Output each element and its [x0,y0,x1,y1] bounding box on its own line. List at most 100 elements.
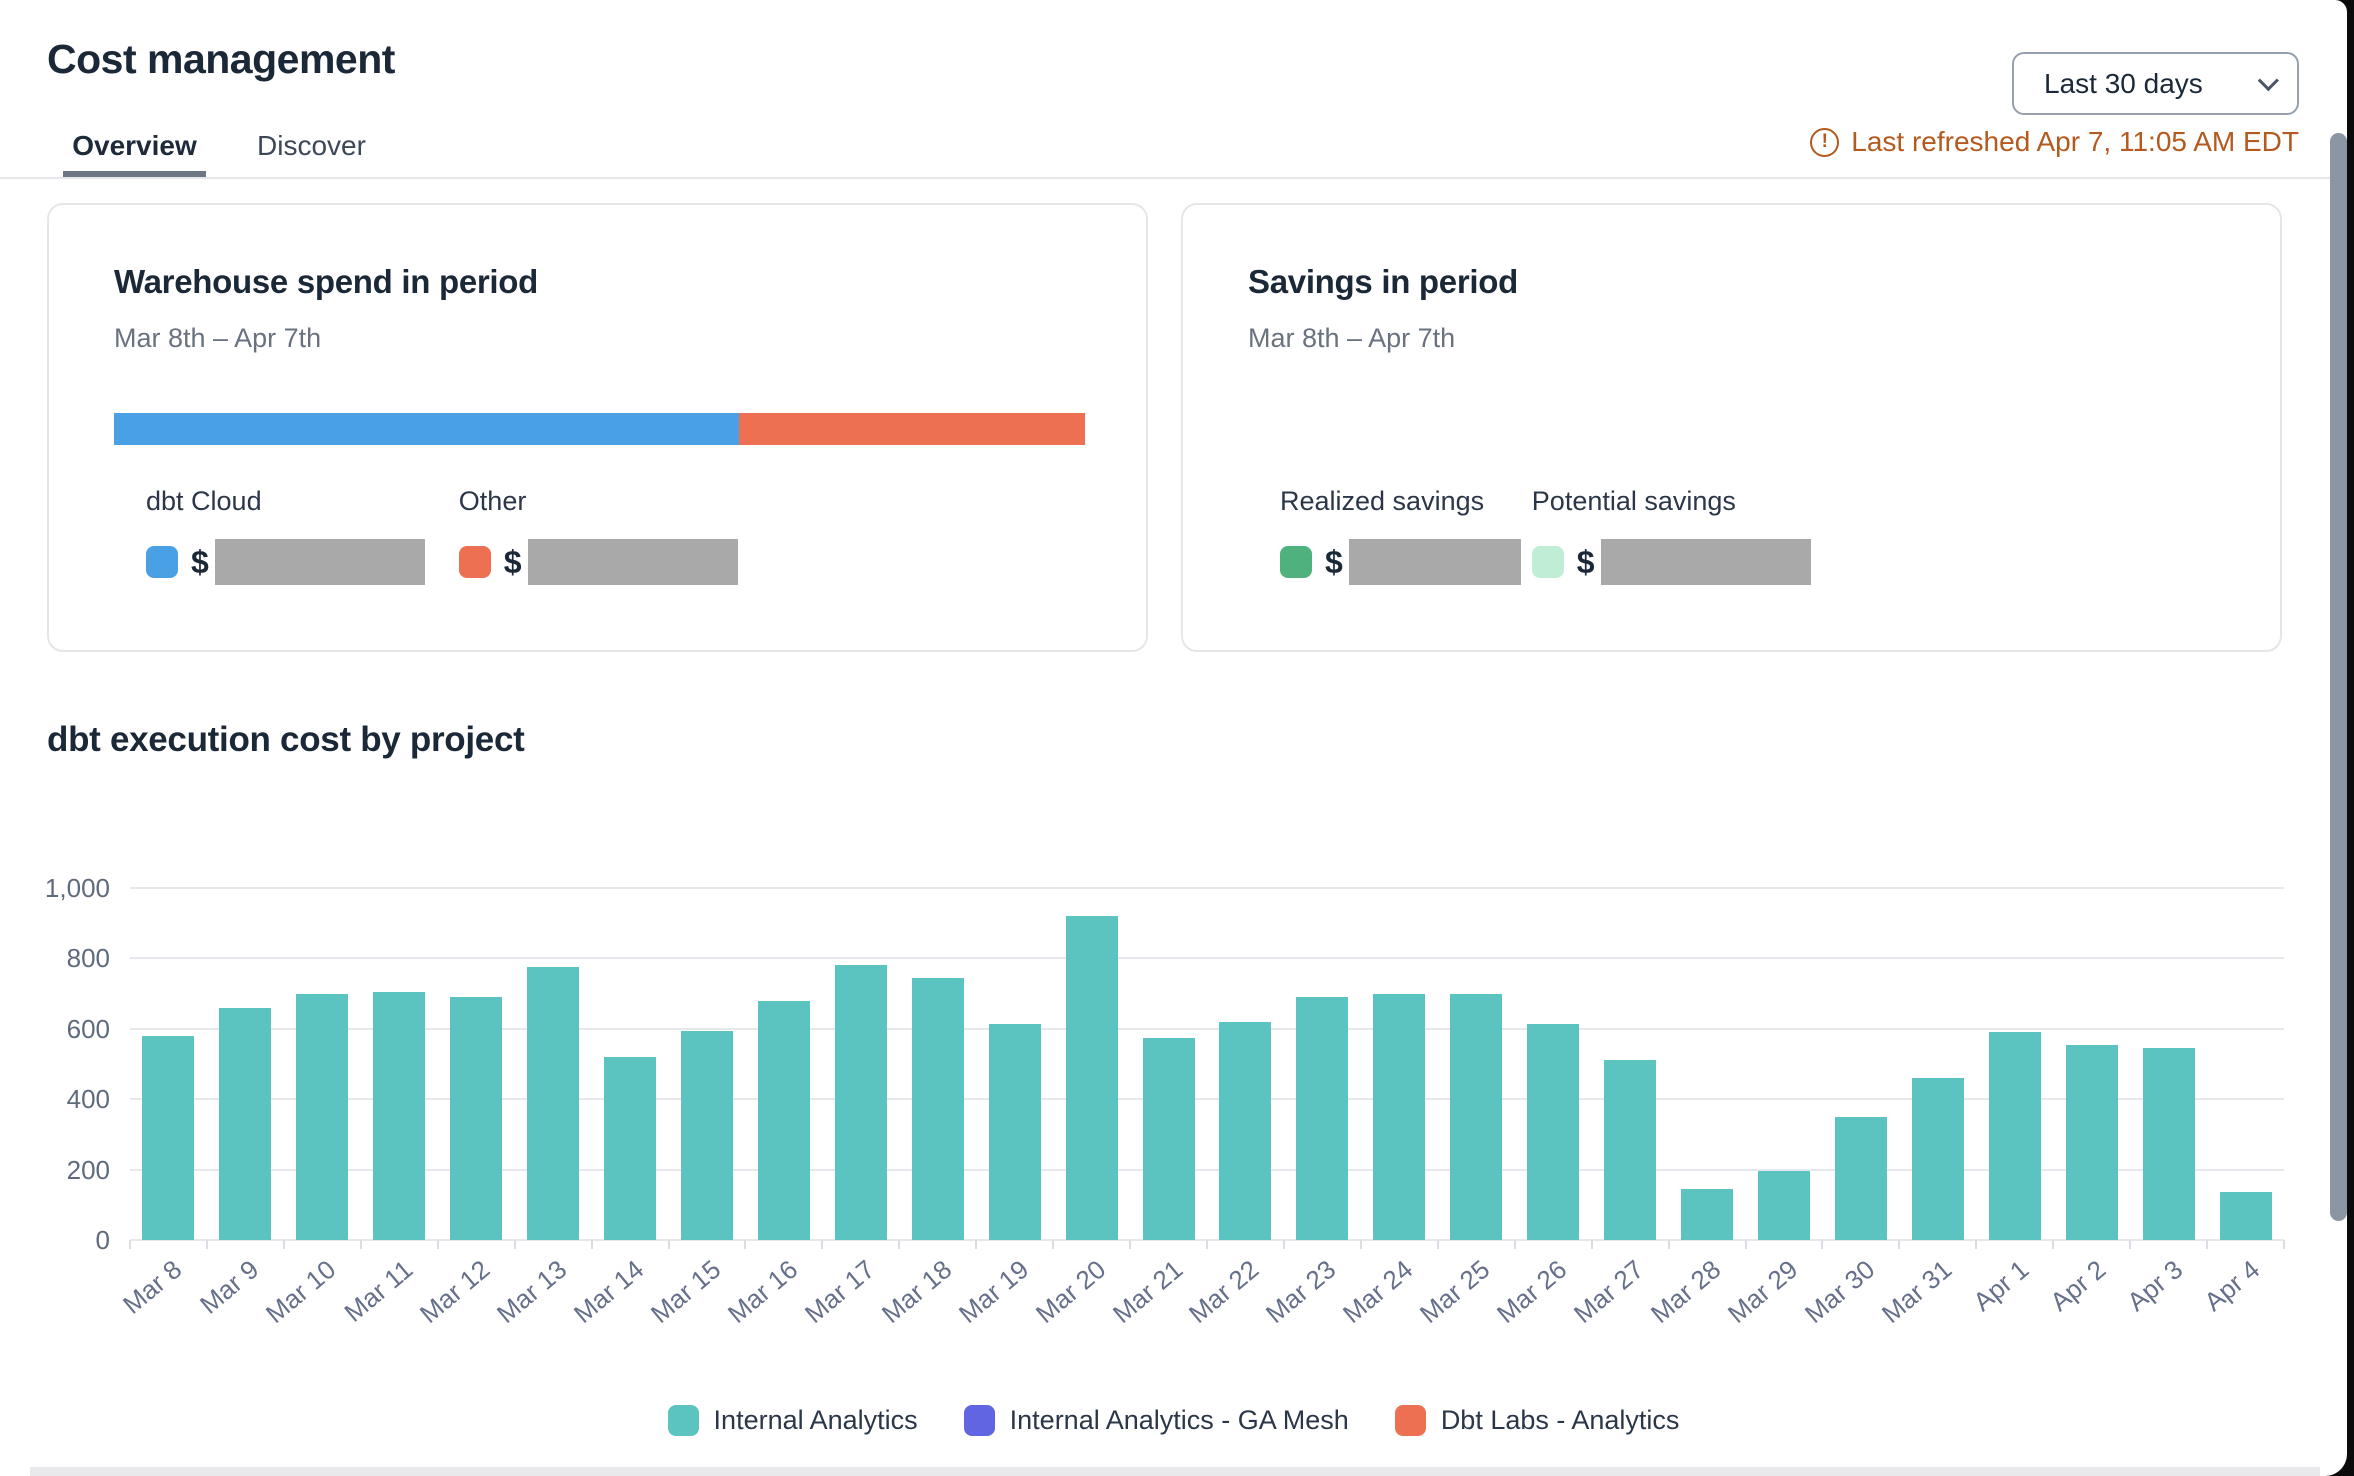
currency-symbol: $ [503,543,522,580]
bar-mar-28 [1681,1188,1734,1240]
bar-mar-30 [1834,1116,1887,1240]
bar-segment-internal-analytics [604,1056,657,1240]
bar-segment-internal-analytics [911,977,964,1240]
x-axis-tick [1898,1240,1901,1249]
bar-mar-21 [1142,1037,1195,1240]
y-axis-label: 200 [66,1154,110,1185]
bar-mar-23 [1296,997,1349,1240]
x-axis-tick [1975,1240,1978,1249]
x-axis-tick [1359,1240,1362,1249]
savings_card-legend-group-potential-savings: Potential savings $ [1531,486,1811,585]
warehouse-spend-card: Warehouse spend in period Mar 8th – Apr … [47,203,1148,652]
bar-mar-17 [834,965,887,1240]
bar-segment-internal-analytics [450,997,503,1240]
legend-value-row: $ [1280,539,1521,585]
bar-mar-12 [450,997,503,1240]
x-axis-tick [821,1240,824,1249]
bar-mar-10 [296,993,349,1240]
bar-segment-internal-analytics [1834,1116,1887,1240]
dbt-labs-analytics-swatch [1394,1405,1426,1436]
y-axis-label: 0 [95,1225,110,1255]
chart-legend-item-dbt-labs-analytics[interactable]: Dbt Labs - Analytics [1394,1405,1679,1436]
warehouse-card-subtitle: Mar 8th – Apr 7th [114,323,322,353]
chart-legend-item-internal-analytics-ga-mesh[interactable]: Internal Analytics - GA Mesh [963,1405,1349,1436]
bar-mar-19 [988,1023,1041,1240]
bar-apr-1 [1988,1032,2041,1240]
bar-segment-internal-analytics [527,967,580,1240]
gridline-200 [130,1168,2284,1171]
bar-mar-11 [373,991,426,1240]
date-range-value: Last 30 days [2044,67,2203,99]
bar-mar-16 [757,1000,810,1240]
bar-mar-25 [1450,993,1503,1240]
chart-legend-item-internal-analytics[interactable]: Internal Analytics [667,1405,918,1436]
x-axis-tick [359,1240,362,1249]
savings-card: Savings in period Mar 8th – Apr 7th Real… [1181,203,2282,652]
x-axis-tick [744,1240,747,1249]
savings-card-title: Savings in period [1248,263,1518,300]
chart-section-title: dbt execution cost by project [47,720,525,759]
gridline-800 [130,957,2284,960]
warehouse-card-title: Warehouse spend in period [114,263,538,300]
bar-segment-internal-analytics [1296,997,1349,1240]
chart-legend-label: Internal Analytics - GA Mesh [1009,1405,1349,1435]
spend-bar-segment-other [739,413,1085,445]
bar-segment-internal-analytics [1527,1023,1580,1240]
horizontal-scrollbar-track[interactable] [30,1467,2320,1476]
last-refreshed-note: ! Last refreshed Apr 7, 11:05 AM EDT [1810,126,2299,158]
other-swatch [458,546,491,578]
bar-apr-2 [2065,1044,2118,1240]
redacted-value [214,539,425,585]
tab-discover[interactable]: Discover [257,130,366,161]
bar-segment-internal-analytics [680,1030,733,1240]
bar-mar-26 [1527,1023,1580,1240]
realized-savings-swatch [1280,546,1312,578]
x-axis-tick [667,1240,670,1249]
bar-segment-internal-analytics [2142,1048,2195,1240]
bar-segment-internal-analytics [1604,1060,1657,1240]
bar-apr-3 [2142,1048,2195,1240]
bar-segment-internal-analytics [1911,1078,1964,1240]
x-axis-tick [2052,1240,2055,1249]
bar-segment-internal-analytics [1142,1037,1195,1240]
bar-segment-internal-analytics [1757,1171,1810,1240]
date-range-selector[interactable]: Last 30 days [2012,52,2299,115]
bar-mar-15 [680,1030,733,1240]
tabs-divider [0,177,2347,179]
redacted-value [1348,539,1521,585]
bar-mar-13 [527,967,580,1240]
warehouse-legend: dbt Cloud $ Other $ [146,486,772,585]
bar-mar-22 [1219,1021,1272,1240]
page-title: Cost management [47,36,395,82]
bar-segment-internal-analytics [1681,1188,1734,1240]
bar-segment-internal-analytics [1450,993,1503,1240]
bar-segment-internal-analytics [1988,1032,2041,1240]
x-axis-tick [1206,1240,1208,1249]
bar-mar-18 [911,977,964,1240]
legend-value-row: $ [1531,539,1811,585]
dbt-cloud-swatch [146,546,178,578]
x-axis-tick [1436,1240,1439,1249]
warehouse_card-legend-group-other: Other $ [458,486,738,585]
vertical-scrollbar-thumb[interactable] [2330,133,2347,1221]
x-axis-tick [1590,1240,1593,1249]
x-axis-tick [436,1240,439,1249]
gridline-1000 [130,887,2284,889]
bar-segment-internal-analytics [988,1023,1041,1240]
x-axis-tick [898,1240,901,1249]
x-axis-tick [2283,1240,2285,1249]
savings-legend: Realized savings $ Potential savings $ [1280,486,1822,585]
x-axis-tick [1667,1240,1670,1249]
internal-analytics-ga-mesh-swatch [963,1405,995,1436]
potential-savings-swatch [1531,546,1564,578]
chevron-down-icon [2257,70,2279,92]
tab-overview[interactable]: Overview [72,130,197,161]
warehouse_card-legend-group-dbt-cloud: dbt Cloud $ [146,486,425,585]
x-axis-tick [129,1240,131,1249]
x-axis-tick [1282,1240,1285,1249]
bar-segment-internal-analytics [142,1035,195,1240]
x-axis-tick [1129,1240,1132,1249]
x-axis-tick [513,1240,516,1249]
bar-segment-internal-analytics [2219,1192,2272,1240]
